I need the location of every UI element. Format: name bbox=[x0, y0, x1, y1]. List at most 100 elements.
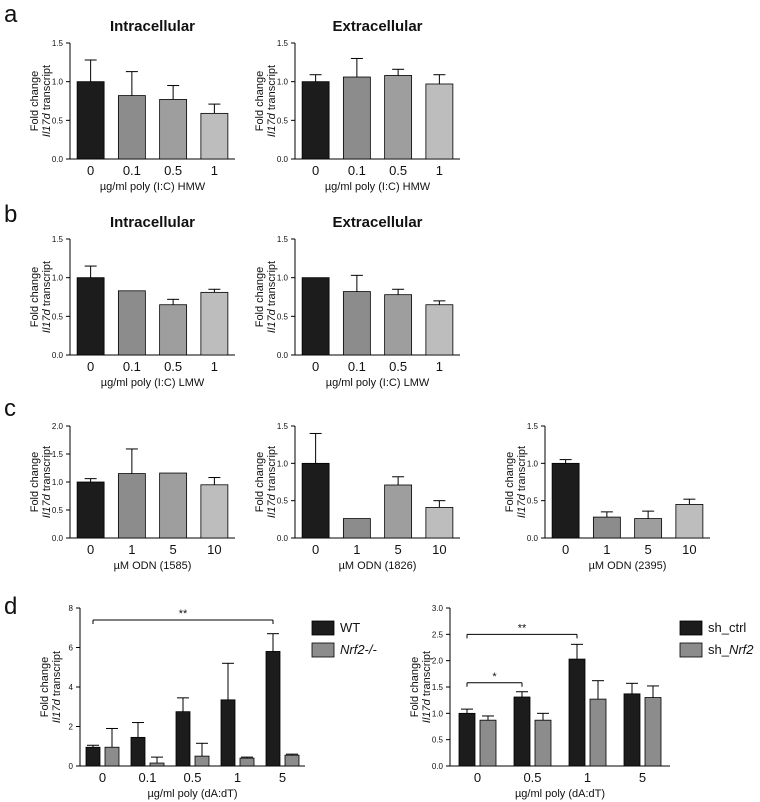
y-axis-label-line2: Il17d transcript bbox=[421, 651, 433, 723]
y-tick-label: 0.5 bbox=[277, 497, 289, 506]
x-axis-label: µg/ml poly (I:C) HMW bbox=[325, 181, 431, 193]
x-axis-label: µg/ml poly (I:C) HMW bbox=[100, 181, 206, 193]
y-tick-label: 3.0 bbox=[432, 604, 444, 613]
x-category-label: 0.5 bbox=[164, 163, 182, 178]
y-tick-label: 0.0 bbox=[52, 534, 64, 543]
bar-sh_ctrl-1 bbox=[568, 658, 586, 767]
y-tick-label: 0.5 bbox=[432, 736, 444, 745]
x-category-label: 0 bbox=[87, 359, 94, 374]
bar-5 bbox=[159, 472, 188, 539]
y-tick-label: 1.5 bbox=[52, 235, 64, 244]
y-axis-label-line2: Il17d transcript bbox=[41, 446, 53, 518]
legend-label-sh_Nrf2: sh_Nrf2 bbox=[708, 642, 754, 657]
y-tick-label: 0.0 bbox=[52, 351, 64, 360]
x-category-label: 0 bbox=[474, 770, 481, 785]
chart-title: Extracellular bbox=[332, 214, 422, 231]
x-category-label: 0.5 bbox=[389, 359, 407, 374]
x-category-label: 1 bbox=[436, 359, 443, 374]
y-tick-label: 0.0 bbox=[277, 534, 289, 543]
y-axis-label-line2: Il17d transcript bbox=[266, 446, 278, 518]
y-axis-label-gene: Il17d bbox=[421, 698, 433, 723]
x-category-label: 0.5 bbox=[164, 359, 182, 374]
y-axis-label-line1: Fold change bbox=[409, 657, 421, 718]
chart-c-odn-2395: 0.0 0.5 1.0 1.5 Fold change Il17d transcript 0… bbox=[504, 422, 710, 572]
bar-0.1 bbox=[342, 291, 371, 356]
y-tick-label: 1.0 bbox=[277, 78, 289, 87]
chart-a-extracellular: Extracellular 0.0 0.5 1.0 1.5 Fold change Il17… bbox=[254, 18, 460, 193]
bar-sh_Nrf2-0 bbox=[479, 719, 497, 767]
y-tick-label: 2.0 bbox=[432, 657, 444, 666]
y-tick-label: 0.5 bbox=[52, 506, 64, 515]
y-tick-label: 1.5 bbox=[277, 235, 289, 244]
bar-0.1 bbox=[117, 290, 146, 356]
bar-WT-5 bbox=[265, 651, 281, 767]
significance-label: ** bbox=[179, 608, 188, 620]
bar-sh_ctrl-0.5 bbox=[513, 696, 531, 767]
x-category-label: 0.5 bbox=[389, 163, 407, 178]
bar-0.1 bbox=[117, 95, 146, 160]
y-tick-label: 2.5 bbox=[432, 630, 444, 639]
x-category-label: 0 bbox=[312, 542, 319, 557]
x-category-label: 1 bbox=[436, 163, 443, 178]
x-category-label: 1 bbox=[584, 770, 591, 785]
bar-Nrf2-/--0.5 bbox=[194, 755, 210, 767]
chart-a-intracellular: Intracellular 0.0 0.5 1.0 1.5 Fold change Il17… bbox=[29, 18, 235, 193]
y-axis-label-line1: Fold change bbox=[29, 71, 41, 132]
chart-title: Intracellular bbox=[110, 18, 195, 35]
x-category-label: 10 bbox=[432, 542, 446, 557]
y-tick-label: 2 bbox=[69, 723, 74, 732]
y-tick-label: 1.0 bbox=[277, 274, 289, 283]
chart-c-odn-1826: 0.0 0.5 1.0 1.5 Fold change Il17d transcript 0… bbox=[254, 422, 460, 572]
x-category-label: 0.5 bbox=[523, 770, 541, 785]
y-axis-label-line2: Il17d transcript bbox=[41, 261, 53, 333]
x-category-label: 5 bbox=[645, 542, 652, 557]
significance-label: ** bbox=[518, 622, 527, 634]
bar-Nrf2-/--0 bbox=[104, 746, 120, 767]
chart-title: Extracellular bbox=[332, 18, 422, 35]
y-tick-label: 0.0 bbox=[277, 351, 289, 360]
y-tick-label: 1.0 bbox=[527, 459, 539, 468]
bar-0.5 bbox=[159, 304, 188, 356]
y-axis-label-gene: Il17d bbox=[51, 698, 63, 723]
bar-0 bbox=[76, 481, 105, 539]
y-axis-label-gene: Il17d bbox=[41, 493, 53, 518]
y-axis-label-line2: Il17d transcript bbox=[266, 261, 278, 333]
y-axis-label-word: transcript bbox=[41, 446, 53, 494]
legend-label-gene: Nrf2 bbox=[729, 642, 754, 657]
x-category-label: 0 bbox=[562, 542, 569, 557]
bar-sh_ctrl-0 bbox=[458, 712, 476, 767]
y-axis-label-word: transcript bbox=[266, 261, 278, 309]
bar-1 bbox=[342, 518, 371, 539]
y-axis-label-line1: Fold change bbox=[254, 452, 266, 513]
legend-label-gene: Nrf2-/- bbox=[340, 642, 378, 657]
bar-0 bbox=[301, 81, 330, 160]
x-axis-label: µM ODN (1585) bbox=[114, 560, 192, 572]
x-axis-label: µg/ml poly (I:C) LMW bbox=[101, 377, 205, 389]
y-tick-label: 1.5 bbox=[277, 39, 289, 48]
panel-letter-c: c bbox=[4, 395, 16, 422]
x-category-label: 10 bbox=[682, 542, 696, 557]
x-category-label: 0 bbox=[87, 542, 94, 557]
chart-d-shctrl-vs-shnrf2: 0.0 0.5 1.0 1.5 2.0 2.5 3.0 Fold change Il17d tr… bbox=[409, 604, 754, 800]
y-axis-label-gene: Il17d bbox=[266, 308, 278, 333]
y-tick-label: 1.5 bbox=[52, 39, 64, 48]
bar-sh_ctrl-5 bbox=[623, 693, 641, 767]
legend-swatch-WT bbox=[311, 620, 335, 636]
y-tick-label: 1.0 bbox=[432, 709, 444, 718]
x-category-label: 0.1 bbox=[123, 359, 141, 374]
x-category-label: 0 bbox=[99, 770, 106, 785]
legend-label-WT: WT bbox=[340, 620, 360, 635]
x-category-label: 0.1 bbox=[348, 359, 366, 374]
y-axis-label-line2: Il17d transcript bbox=[51, 651, 63, 723]
y-tick-label: 0.5 bbox=[277, 312, 289, 321]
bar-0 bbox=[76, 277, 105, 356]
y-axis-label-word: transcript bbox=[41, 261, 53, 309]
y-tick-label: 0.0 bbox=[52, 155, 64, 164]
y-axis-label-line1: Fold change bbox=[39, 657, 51, 718]
x-category-label: 0 bbox=[312, 163, 319, 178]
y-tick-label: 1.0 bbox=[52, 78, 64, 87]
y-axis-label-gene: Il17d bbox=[266, 112, 278, 137]
y-tick-label: 1.5 bbox=[52, 450, 64, 459]
legend-swatch-sh_Nrf2 bbox=[679, 642, 703, 658]
y-axis-label-line1: Fold change bbox=[254, 71, 266, 132]
